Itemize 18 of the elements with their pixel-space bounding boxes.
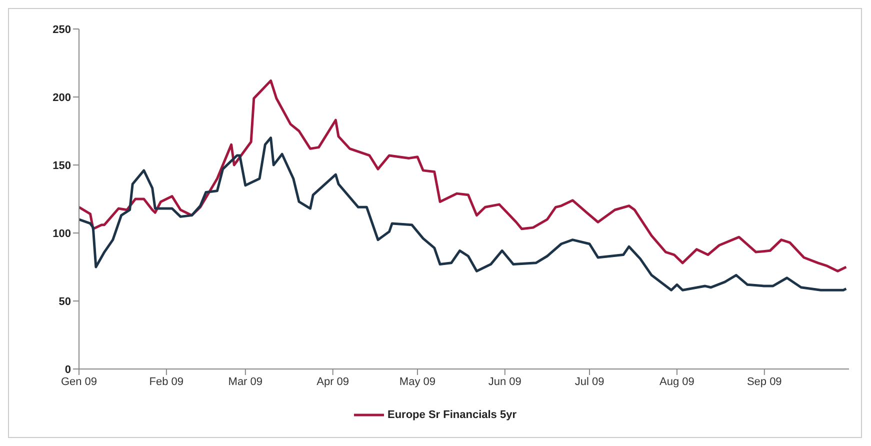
y-tick-label: 150 [52,160,71,172]
x-tick-label: Feb 09 [149,376,184,388]
line-series [79,136,848,292]
x-tick-label: Mar 09 [228,376,263,388]
x-tick-label: Gen 09 [60,376,98,388]
x-tick-label: Apr 09 [316,376,350,388]
x-tick-label: Jul 09 [574,376,604,388]
x-tick-label: Aug 09 [660,376,694,388]
y-tick-label: 250 [52,24,71,36]
x-tick-label: Sep 09 [746,376,782,388]
y-tick-label: 100 [52,228,71,240]
x-tick-label: Jun 09 [488,376,522,388]
legend-label: Europe Sr Financials 5yr [388,409,516,421]
y-tick-label: 0 [64,364,71,376]
line-series [79,79,848,272]
y-tick-label: 200 [52,92,71,104]
x-tick-label: May 09 [399,376,436,388]
y-tick-label: 50 [58,296,71,308]
